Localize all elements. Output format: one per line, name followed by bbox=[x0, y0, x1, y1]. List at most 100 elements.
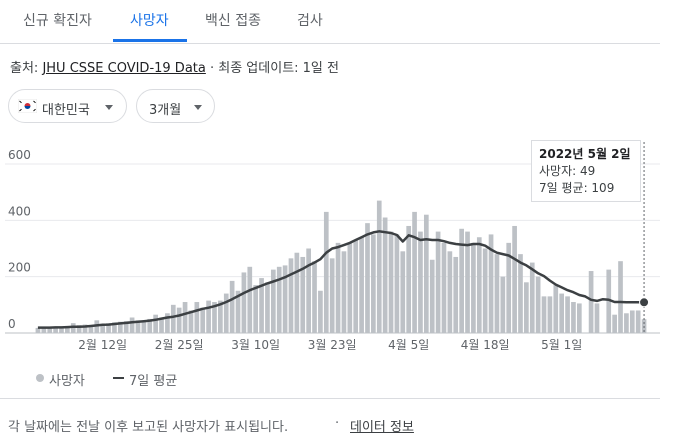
bar bbox=[270, 269, 276, 333]
bar bbox=[612, 314, 617, 333]
bar bbox=[159, 317, 164, 333]
region-label: 대한민국 bbox=[42, 103, 90, 118]
bar bbox=[223, 293, 229, 333]
bar bbox=[365, 223, 370, 333]
bar bbox=[323, 211, 329, 333]
bar bbox=[471, 242, 476, 333]
bar bbox=[400, 251, 406, 333]
bar bbox=[412, 211, 417, 333]
period-dropdown[interactable]: 3개월 bbox=[136, 89, 215, 123]
source-link[interactable]: JHU CSSE COVID-19 Data bbox=[42, 61, 206, 76]
tooltip-date: 2022년 5월 2일 bbox=[539, 147, 631, 161]
footer-separator: · bbox=[335, 416, 340, 431]
bar bbox=[453, 256, 459, 333]
data-info-link[interactable]: 데이터 정보 bbox=[350, 420, 414, 435]
bar bbox=[429, 259, 435, 333]
bar bbox=[82, 324, 88, 333]
bar bbox=[212, 302, 217, 333]
tab-deaths[interactable]: 사망자 bbox=[130, 13, 169, 29]
bar bbox=[47, 328, 53, 333]
y-tick-label: 600 bbox=[8, 148, 31, 162]
tooltip-deaths: 사망자: 49 bbox=[539, 164, 596, 178]
bar bbox=[294, 252, 300, 333]
chevron-down-icon bbox=[194, 105, 202, 110]
bar bbox=[341, 251, 347, 333]
bar bbox=[147, 318, 153, 333]
bar bbox=[606, 269, 612, 333]
bar bbox=[59, 326, 64, 333]
bar bbox=[123, 321, 129, 333]
bar bbox=[588, 271, 594, 333]
tab-vaccination[interactable]: 백신 접종 bbox=[205, 13, 261, 29]
bar bbox=[312, 261, 317, 333]
bar bbox=[235, 290, 241, 333]
tab-tests[interactable]: 검사 bbox=[297, 13, 323, 29]
bar bbox=[382, 217, 388, 333]
bar bbox=[465, 231, 470, 333]
bar bbox=[329, 258, 335, 333]
bar bbox=[347, 242, 353, 333]
period-label: 3개월 bbox=[149, 103, 182, 118]
tab-new-cases[interactable]: 신규 확진자 bbox=[23, 13, 92, 29]
bar bbox=[200, 307, 206, 333]
tab-bar: 신규 확진자 사망자 백신 접종 검사 bbox=[0, 0, 660, 44]
bar bbox=[153, 314, 158, 333]
bar bbox=[165, 313, 170, 333]
bar bbox=[571, 302, 576, 333]
bar bbox=[553, 285, 559, 333]
bar bbox=[76, 325, 82, 333]
bar bbox=[288, 258, 294, 333]
bar bbox=[535, 276, 541, 333]
source-prefix: 출처: bbox=[10, 61, 43, 76]
bar bbox=[371, 234, 376, 333]
bar bbox=[218, 300, 223, 333]
bar bbox=[194, 302, 200, 333]
bar bbox=[406, 225, 412, 333]
bar bbox=[353, 240, 359, 333]
region-dropdown[interactable]: 대한민국 bbox=[8, 89, 127, 123]
bar bbox=[494, 254, 500, 333]
bar bbox=[359, 237, 364, 333]
bar bbox=[247, 266, 253, 333]
bar bbox=[524, 282, 529, 333]
bar bbox=[488, 234, 494, 333]
x-tick-label: 2월 25일 bbox=[155, 338, 204, 352]
hover-point bbox=[639, 297, 650, 308]
bar bbox=[176, 307, 182, 333]
bar bbox=[88, 325, 94, 333]
active-tab-indicator bbox=[113, 39, 187, 42]
bar bbox=[306, 248, 311, 333]
x-tick-label: 2월 12일 bbox=[78, 338, 127, 352]
chart-tooltip: 2022년 5월 2일 사망자: 49 7일 평균: 109 bbox=[531, 140, 641, 202]
deaths-chart: 600 400 200 0 2월 12일 2월 25일 3월 10일 3월 23일 4월 5일 4… bbox=[5, 142, 660, 352]
bar bbox=[423, 214, 429, 333]
bar bbox=[476, 237, 482, 333]
y-tick-label: 0 bbox=[8, 317, 16, 331]
bar bbox=[547, 296, 553, 333]
y-tick-label: 400 bbox=[8, 204, 31, 218]
legend-average-label: 7일 평균 bbox=[129, 374, 178, 389]
bar bbox=[529, 262, 535, 333]
bar bbox=[635, 310, 641, 333]
legend-deaths-label: 사망자 bbox=[49, 374, 85, 389]
bar bbox=[300, 256, 306, 333]
bar bbox=[518, 254, 523, 333]
bar bbox=[100, 324, 106, 333]
bar bbox=[618, 261, 623, 333]
bar bbox=[565, 296, 570, 333]
legend-bar-swatch bbox=[36, 374, 44, 382]
bar bbox=[576, 303, 582, 333]
bar bbox=[253, 285, 259, 333]
bar bbox=[482, 248, 488, 333]
bar bbox=[70, 323, 76, 333]
bar bbox=[41, 326, 47, 333]
x-tick-label: 3월 10일 bbox=[231, 338, 280, 352]
bar bbox=[500, 276, 506, 333]
footer-divider bbox=[0, 398, 660, 399]
korea-flag-icon bbox=[18, 99, 37, 113]
bar bbox=[276, 266, 282, 333]
source-suffix: · 최종 업데이트: 1일 전 bbox=[205, 61, 339, 76]
bar bbox=[318, 290, 323, 333]
bar bbox=[447, 251, 453, 333]
bar bbox=[206, 300, 211, 333]
